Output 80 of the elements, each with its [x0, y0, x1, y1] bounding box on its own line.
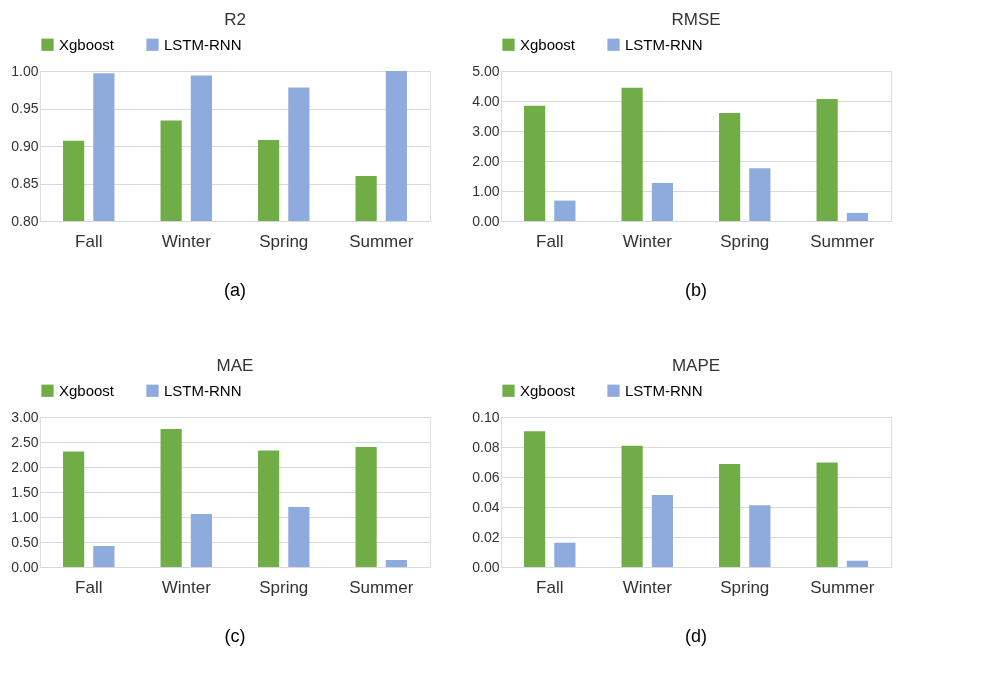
- y-tick-label: 2.50: [11, 433, 39, 450]
- y-tick-label: 0.85: [11, 175, 39, 191]
- chart-title: MAPE: [671, 356, 721, 375]
- bar: [355, 447, 377, 567]
- x-tick-label: Fall: [536, 231, 564, 251]
- x-tick-label: Fall: [536, 577, 564, 597]
- text: (c): [224, 626, 246, 646]
- y-tick-label: 0.08: [472, 438, 500, 455]
- bar: [288, 507, 310, 567]
- x-tick-label: Spring: [720, 577, 770, 597]
- bar: [651, 495, 673, 567]
- bar: [749, 168, 771, 221]
- y-tick-label: 1.00: [11, 62, 39, 79]
- bar: [651, 182, 673, 221]
- y-tick-label: 0.06: [472, 468, 500, 485]
- y-tick-label: 0.80: [11, 212, 39, 229]
- chart-title: MAE: [216, 356, 254, 375]
- bar: [63, 451, 85, 567]
- bar: [554, 200, 576, 221]
- x-tick-label: Summer: [349, 577, 414, 597]
- chart-title: RMSE: [671, 10, 721, 29]
- y-tick-label: 0.00: [11, 558, 39, 575]
- bar: [749, 505, 771, 567]
- y-tick-label: 2.00: [11, 458, 39, 475]
- x-tick-label: Summer: [810, 577, 875, 597]
- y-tick-label: 3.00: [11, 408, 39, 425]
- bar: [190, 514, 212, 567]
- bar: [524, 105, 546, 221]
- y-tick-label: 4.00: [472, 92, 500, 109]
- text: (a): [224, 280, 246, 300]
- y-tick-label: 3.00: [472, 122, 500, 139]
- y-tick-label: 1.00: [472, 182, 500, 199]
- x-tick-label: Winter: [161, 577, 212, 597]
- bar: [524, 431, 546, 567]
- bar: [258, 450, 280, 567]
- y-tick-label: 1.50: [11, 483, 39, 500]
- y-tick-label: 0.00: [472, 558, 500, 575]
- bar: [385, 560, 407, 567]
- y-tick-label: 0.00: [472, 212, 500, 229]
- bar: [816, 462, 838, 567]
- x-tick-label: Spring: [720, 231, 770, 251]
- y-tick-label: 0.95: [11, 100, 39, 116]
- legend-label: LSTM-RNN: [164, 381, 242, 399]
- bar: [160, 429, 182, 567]
- bar: [719, 113, 741, 221]
- legend-label: LSTM-RNN: [625, 35, 703, 53]
- bar: [846, 560, 868, 567]
- bar: [621, 445, 643, 567]
- text: (d): [685, 626, 707, 646]
- y-tick-label: 0.02: [472, 528, 500, 545]
- bar: [719, 463, 741, 567]
- x-tick-label: Spring: [259, 231, 309, 251]
- bar: [816, 98, 838, 221]
- x-tick-label: Summer: [810, 231, 875, 251]
- x-tick-label: Winter: [622, 231, 673, 251]
- x-tick-label: Fall: [75, 231, 103, 251]
- x-tick-label: Summer: [349, 231, 414, 251]
- y-tick-label: 0.90: [11, 137, 39, 154]
- y-tick-label: 0.10: [472, 408, 500, 425]
- y-tick-label: 2.00: [472, 152, 500, 169]
- bar: [846, 212, 868, 221]
- bar: [93, 546, 115, 567]
- text: (b): [685, 280, 707, 300]
- legend-label: Xgboost: [520, 381, 576, 399]
- x-tick-label: Winter: [622, 577, 673, 597]
- x-tick-label: Fall: [75, 577, 103, 597]
- x-tick-label: Winter: [161, 231, 212, 251]
- bar: [621, 87, 643, 221]
- y-tick-label: 0.50: [11, 533, 39, 550]
- legend-label: Xgboost: [520, 35, 576, 53]
- x-tick-label: Spring: [259, 577, 309, 597]
- legend-label: Xgboost: [59, 381, 115, 399]
- bar: [554, 542, 576, 567]
- chart-title: R2: [224, 10, 246, 29]
- y-tick-label: 0.04: [472, 498, 500, 515]
- legend-label: LSTM-RNN: [164, 35, 242, 53]
- legend-label: LSTM-RNN: [625, 381, 703, 399]
- y-tick-label: 5.00: [472, 62, 500, 79]
- y-tick-label: 1.00: [11, 508, 39, 525]
- legend-label: Xgboost: [59, 35, 115, 53]
